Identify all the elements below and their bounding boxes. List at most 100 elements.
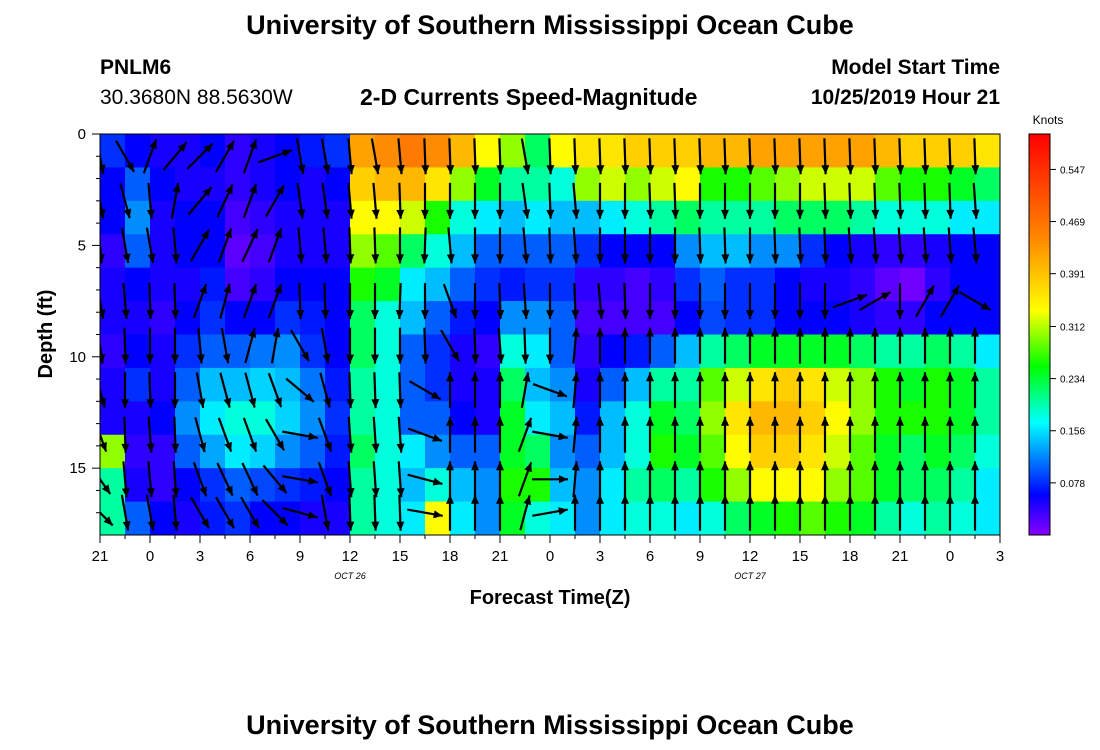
- current-arrow: [871, 372, 879, 409]
- colorbar-tick-label: 0.156: [1060, 427, 1085, 438]
- heat-cell: [175, 334, 201, 369]
- current-arrow: [746, 182, 754, 219]
- current-arrow: [446, 461, 454, 498]
- current-arrow: [671, 227, 679, 264]
- current-arrow: [896, 494, 904, 531]
- heat-cell: [575, 334, 601, 369]
- heat-cell: [900, 434, 926, 469]
- current-arrow: [420, 227, 429, 264]
- heat-cell: [250, 234, 276, 269]
- heat-cell: [150, 401, 176, 436]
- heat-cell: [725, 267, 751, 302]
- colorbar-tick-label: 0.234: [1060, 375, 1085, 386]
- heat-cell: [400, 434, 426, 469]
- heat-cell: [275, 234, 301, 269]
- current-arrow: [846, 494, 854, 531]
- heat-cell: [100, 501, 126, 535]
- current-arrow: [746, 227, 754, 264]
- current-arrow: [446, 372, 454, 409]
- current-arrow: [896, 461, 904, 498]
- current-arrow: [371, 182, 380, 219]
- current-arrow: [596, 494, 604, 531]
- heat-cell: [975, 200, 1000, 235]
- heat-cell: [525, 401, 551, 436]
- current-arrow: [241, 228, 259, 263]
- heat-cell: [175, 434, 201, 469]
- heat-cell: [275, 401, 301, 436]
- heat-cell: [500, 234, 526, 269]
- heat-cell: [100, 334, 126, 369]
- heat-cell: [250, 167, 276, 202]
- colorbar-unit: Knots: [1033, 113, 1064, 127]
- current-arrow: [696, 461, 704, 498]
- current-arrow: [145, 227, 156, 264]
- current-arrow: [296, 283, 305, 320]
- heat-cell: [725, 434, 751, 469]
- heat-cell: [675, 167, 701, 202]
- heat-cell: [975, 167, 1000, 202]
- heat-cell: [650, 301, 676, 336]
- heat-cell: [700, 134, 726, 169]
- current-arrow: [371, 494, 380, 531]
- heat-cell: [175, 167, 201, 202]
- current-arrow: [121, 372, 129, 409]
- current-arrow: [532, 475, 568, 484]
- current-arrow: [771, 461, 779, 498]
- heat-cell: [150, 468, 176, 503]
- current-arrow: [270, 327, 281, 364]
- current-arrow: [242, 283, 258, 319]
- heat-cell: [675, 267, 701, 302]
- heat-cell: [600, 234, 626, 269]
- y-tick-label: 0: [78, 126, 86, 143]
- current-arrow: [471, 138, 480, 175]
- heat-cell: [825, 200, 851, 235]
- y-tick-label: 5: [78, 237, 86, 254]
- current-arrow: [171, 416, 180, 453]
- heat-cell: [525, 234, 551, 269]
- x-tick-label: 3: [196, 548, 204, 565]
- current-arrow: [946, 182, 955, 219]
- current-arrow: [646, 283, 654, 320]
- heat-cell: [200, 334, 226, 369]
- heat-cell: [625, 434, 651, 469]
- current-vectors: [100, 138, 992, 531]
- current-arrow: [100, 431, 108, 453]
- current-arrow: [921, 327, 929, 364]
- colorbar-tick-label: 0.391: [1060, 270, 1085, 281]
- current-arrow: [219, 372, 232, 408]
- current-arrow: [100, 194, 106, 219]
- current-arrow: [971, 138, 980, 175]
- heat-cell: [775, 468, 801, 503]
- current-arrow: [171, 372, 179, 409]
- current-arrow: [346, 461, 355, 498]
- heat-cell: [925, 334, 951, 369]
- heat-cell: [325, 468, 351, 503]
- heat-cell: [150, 434, 176, 469]
- current-arrow: [946, 461, 954, 498]
- current-arrow: [171, 494, 180, 531]
- current-arrow: [646, 461, 654, 498]
- heat-cell: [575, 434, 601, 469]
- heat-cell: [425, 234, 451, 269]
- current-arrow: [571, 227, 580, 264]
- current-arrow: [217, 417, 233, 453]
- current-arrow: [571, 327, 580, 364]
- heat-cell: [850, 301, 876, 336]
- current-arrow: [496, 494, 504, 531]
- heat-cell: [325, 501, 351, 535]
- heat-cell: [225, 200, 251, 235]
- heat-cell: [275, 301, 301, 336]
- heat-cell: [175, 401, 201, 436]
- heat-cell: [800, 234, 826, 269]
- current-arrow: [407, 427, 443, 442]
- heat-cell: [750, 234, 776, 269]
- current-arrow: [517, 462, 533, 497]
- heat-cell: [300, 167, 326, 202]
- heat-cell: [375, 334, 401, 369]
- heat-cell: [200, 367, 226, 402]
- x-tick-label: 21: [892, 548, 909, 565]
- current-arrow: [921, 461, 929, 498]
- current-arrow: [190, 229, 210, 262]
- heat-cell: [200, 401, 226, 436]
- current-arrow: [571, 182, 580, 219]
